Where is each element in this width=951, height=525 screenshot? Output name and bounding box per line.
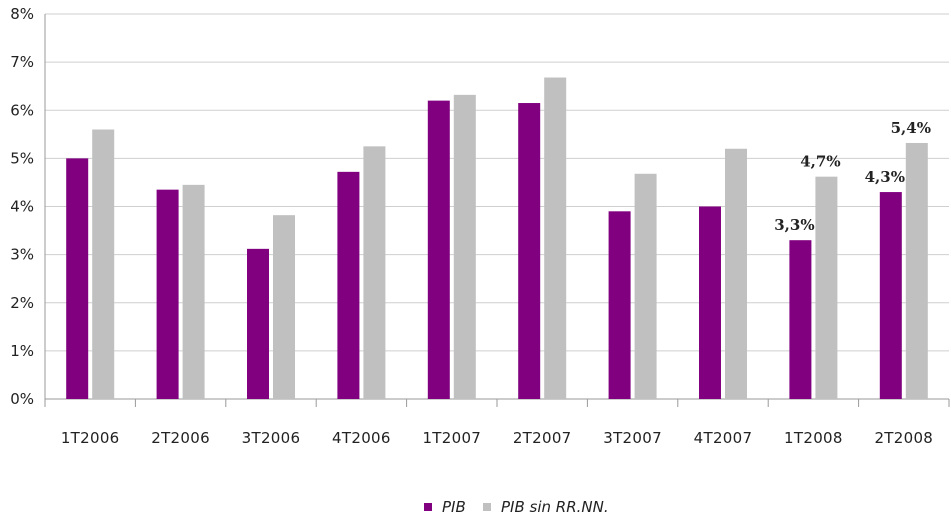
bars [66, 77, 928, 400]
bar-pib [699, 206, 721, 399]
y-tick-label: 5% [10, 149, 34, 167]
data-label: 4,3% [865, 168, 905, 186]
x-tick-label: 4T2007 [694, 429, 753, 447]
x-tick-label: 4T2006 [332, 429, 391, 447]
legend-swatch [424, 503, 432, 511]
bar-pib-sin-rr-nn [634, 173, 657, 399]
x-tick-label: 1T2006 [61, 429, 120, 447]
bar-pib [247, 248, 269, 399]
bar-pib [66, 158, 89, 399]
grid [45, 13, 949, 352]
data-label: 5,4% [891, 119, 931, 137]
y-tick-label: 4% [10, 198, 34, 216]
legend: PIB PIB sin RR.NN. [424, 498, 609, 516]
legend-label: PIB sin RR.NN. [501, 498, 609, 516]
legend-label: PIB [442, 498, 466, 516]
bar-pib-sin-rr-nn [905, 142, 928, 399]
bar-pib-sin-rr-nn [544, 77, 567, 400]
y-tick-label: 6% [10, 101, 34, 119]
bar-pib [879, 192, 902, 399]
x-tick-label: 2T2006 [151, 429, 210, 447]
x-tick-label: 1T2008 [784, 429, 843, 447]
bar-pib [789, 240, 812, 399]
bar-pib-sin-rr-nn [363, 146, 386, 399]
y-tick-label: 8% [10, 5, 34, 23]
x-tick-label: 3T2007 [603, 429, 662, 447]
bar-pib [337, 171, 360, 399]
bar-pib-sin-rr-nn [725, 148, 747, 399]
data-label: 3,3% [774, 216, 814, 234]
bar-pib-sin-rr-nn [182, 184, 205, 399]
axes: 0% 1% 2% 3% 4% 5% 6% 7% 8% 1T2006 2T2006 3T2006 4T20… [10, 5, 950, 447]
y-tick-label: 2% [10, 294, 34, 312]
bar-pib-sin-rr-nn [815, 176, 838, 399]
labels: 3,3% 4,7% 4,3% 5,4% [774, 119, 931, 234]
data-label: 4,7% [800, 153, 840, 171]
y-tick-label: 1% [10, 342, 34, 360]
legend-swatch [483, 503, 491, 511]
bar-pib [156, 189, 179, 399]
x-tick-label: 1T2007 [422, 429, 481, 447]
x-tick-label: 3T2006 [242, 429, 301, 447]
bar-pib-sin-rr-nn [273, 215, 295, 399]
y-tick-label: 3% [10, 246, 34, 264]
bar-pib [427, 100, 450, 399]
bar-pib-sin-rr-nn [92, 129, 115, 399]
bar-pib [518, 103, 541, 399]
x-tick-label: 2T2008 [874, 429, 933, 447]
x-tick-label: 2T2007 [513, 429, 572, 447]
y-tick-label: 0% [10, 390, 34, 408]
y-tick-label: 7% [10, 53, 34, 71]
bar-pib [608, 211, 631, 399]
bar-pib-sin-rr-nn [453, 94, 476, 399]
